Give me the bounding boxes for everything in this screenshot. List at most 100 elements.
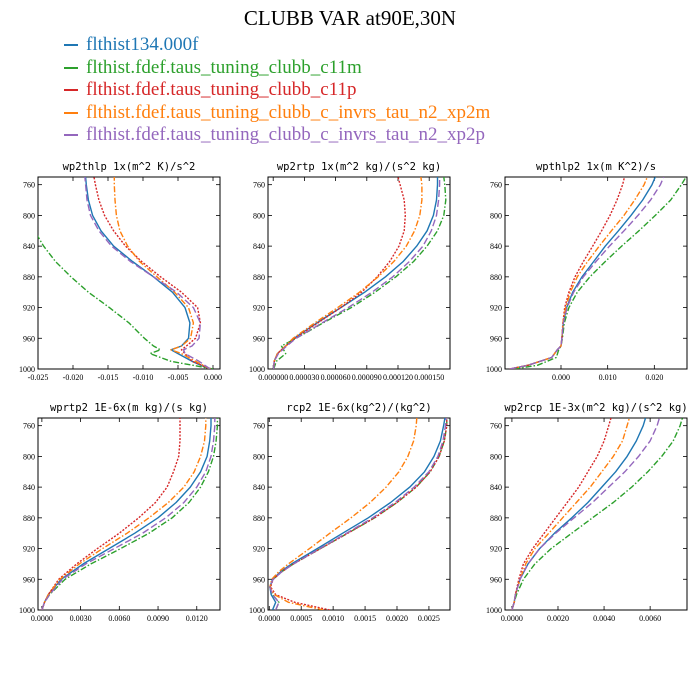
- legend-item: flthist134.000f: [64, 34, 490, 57]
- chart-title: wpthlp2 1x(m K^2)/s: [536, 161, 656, 173]
- x-tick-label: 0.0040: [593, 614, 615, 623]
- x-tick-label: 0.000120: [383, 373, 413, 382]
- y-tick-label: 800: [490, 452, 502, 461]
- x-tick-label: 0.020: [645, 373, 663, 382]
- legend-item: flthist.fdef.taus_tuning_clubb_c_invrs_t…: [64, 102, 490, 125]
- chart-title: wp2rtp 1x(m^2 kg)/(s^2 kg): [277, 161, 441, 173]
- series-line: [41, 418, 212, 610]
- chart-panel: wp2thlp 1x(m^2 K)/s^2 760 800 840 880 920 960 1…: [19, 161, 222, 382]
- x-tick-label: 0.0000: [258, 614, 280, 623]
- y-tick-label: 880: [253, 514, 265, 523]
- y-tick-label: 840: [253, 483, 265, 492]
- legend-swatch: [64, 134, 78, 137]
- x-tick-label: -0.015: [98, 373, 119, 382]
- legend-item: flthist.fdef.taus_tuning_clubb_c11p: [64, 79, 490, 102]
- x-tick-label: -0.010: [133, 373, 154, 382]
- x-tick-label: 0.000150: [414, 373, 444, 382]
- x-tick-label: 0.0090: [147, 614, 169, 623]
- y-tick-label: 880: [23, 514, 35, 523]
- y-tick-label: 960: [490, 575, 502, 584]
- series-line: [93, 177, 212, 369]
- y-tick-label: 1000: [19, 365, 35, 374]
- chart-title: wp2thlp 1x(m^2 K)/s^2: [63, 161, 196, 173]
- series-line: [273, 177, 439, 369]
- series-line: [509, 177, 656, 369]
- y-tick-label: 920: [23, 304, 35, 313]
- x-tick-label: 0.0020: [386, 614, 408, 623]
- chart-panel: wp2rcp 1E-3x(m^2 kg)/(s^2 kg)760 800 840 88…: [486, 402, 688, 623]
- series-line: [41, 418, 216, 610]
- y-tick-label: 920: [490, 304, 502, 313]
- x-tick-label: -0.005: [168, 373, 189, 382]
- legend-label: flthist.fdef.taus_tuning_clubb_c11p: [86, 79, 357, 101]
- series-line: [84, 177, 210, 369]
- legend-swatch: [64, 44, 78, 47]
- y-tick-label: 1000: [486, 365, 502, 374]
- plot-frame: [267, 176, 451, 370]
- x-tick-label: -0.020: [63, 373, 84, 382]
- chart-panel: rcp2 1E-6x(kg^2)/(kg^2) 760 800 840 880 920 96…: [249, 402, 451, 623]
- series-line: [273, 177, 447, 369]
- series-line: [84, 177, 211, 369]
- y-tick-label: 800: [490, 211, 502, 220]
- series-line: [269, 418, 447, 610]
- x-tick-label: -0.025: [28, 373, 49, 382]
- series-line: [514, 177, 687, 369]
- legend-item: flthist.fdef.taus_tuning_clubb_c11m: [64, 57, 490, 80]
- y-tick-label: 840: [490, 483, 502, 492]
- series-line: [273, 177, 423, 369]
- x-tick-label: 0.0005: [290, 614, 312, 623]
- y-tick-label: 920: [23, 545, 35, 554]
- series-line: [511, 418, 661, 610]
- series-line: [273, 177, 441, 369]
- y-tick-label: 880: [490, 273, 502, 282]
- x-tick-label: 0.0015: [354, 614, 376, 623]
- y-tick-label: 1000: [249, 606, 265, 615]
- y-tick-label: 960: [23, 575, 35, 584]
- y-tick-label: 880: [490, 514, 502, 523]
- x-tick-label: 0.000060: [321, 373, 351, 382]
- plot-frame: [267, 417, 451, 611]
- series-line: [269, 418, 448, 610]
- x-tick-label: 0.000: [204, 373, 222, 382]
- y-tick-label: 1000: [486, 606, 502, 615]
- y-tick-label: 760: [23, 422, 35, 431]
- legend-label: flthist.fdef.taus_tuning_clubb_c11m: [86, 56, 362, 78]
- y-tick-label: 760: [490, 181, 502, 190]
- series-line: [38, 235, 214, 369]
- y-tick-label: 840: [23, 242, 35, 251]
- y-tick-label: 920: [253, 545, 265, 554]
- chart-title: rcp2 1E-6x(kg^2)/(kg^2): [286, 402, 431, 414]
- x-tick-label: 0.0000: [501, 614, 523, 623]
- legend-label: flthist.fdef.taus_tuning_clubb_c_invrs_t…: [86, 124, 485, 146]
- x-tick-label: 0.0000: [31, 614, 53, 623]
- plot-frame: [504, 417, 688, 611]
- y-tick-label: 960: [253, 334, 265, 343]
- y-tick-label: 880: [253, 273, 265, 282]
- x-tick-label: 0.0060: [639, 614, 661, 623]
- y-tick-label: 760: [253, 422, 265, 431]
- series-line: [511, 418, 684, 610]
- x-tick-label: 0.000030: [289, 373, 319, 382]
- series-line: [269, 418, 448, 610]
- x-tick-label: 0.000: [552, 373, 570, 382]
- y-tick-label: 960: [253, 575, 265, 584]
- y-tick-label: 880: [23, 273, 35, 282]
- legend-swatch: [64, 89, 78, 92]
- series-line: [511, 418, 612, 610]
- series-line: [113, 177, 211, 369]
- series-line: [509, 177, 626, 369]
- series-line: [41, 418, 207, 610]
- y-tick-label: 920: [490, 545, 502, 554]
- y-tick-label: 1000: [19, 606, 35, 615]
- plot-frame: [37, 176, 221, 370]
- x-tick-label: 0.0120: [186, 614, 208, 623]
- series-line: [41, 418, 219, 610]
- y-tick-label: 800: [23, 452, 35, 461]
- plot-frame: [37, 417, 221, 611]
- y-tick-label: 760: [23, 181, 35, 190]
- y-tick-label: 840: [253, 242, 265, 251]
- x-tick-label: 0.010: [599, 373, 617, 382]
- y-tick-label: 840: [490, 242, 502, 251]
- chart-panel: wp2rtp 1x(m^2 kg)/(s^2 kg) 760 800 840 880 92…: [249, 161, 451, 382]
